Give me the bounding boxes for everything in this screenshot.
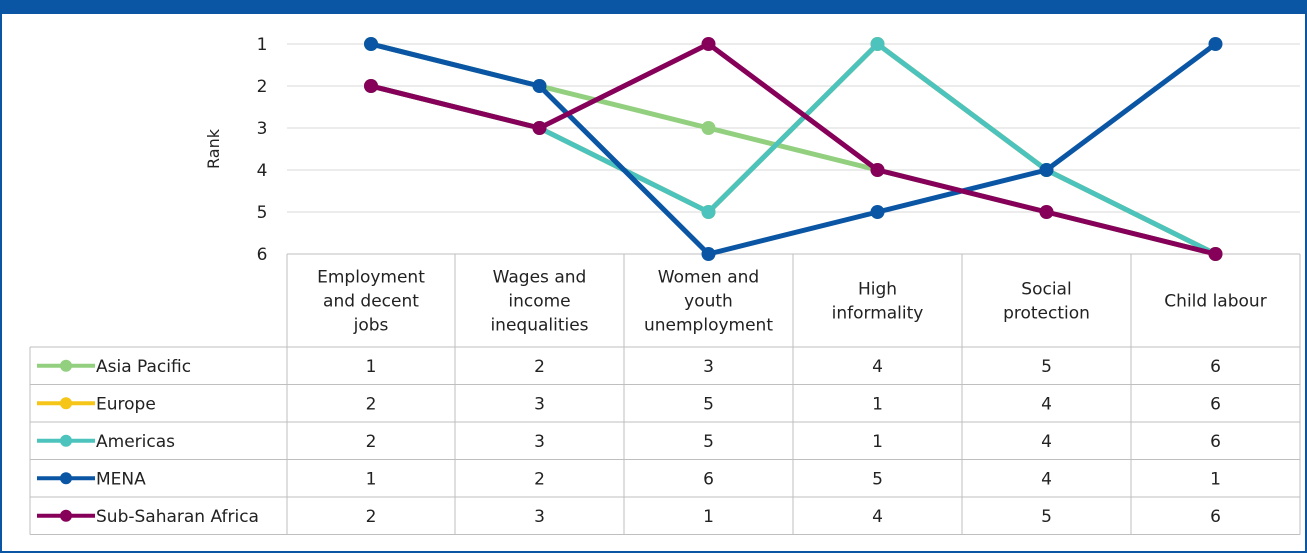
- table-cell: 4: [1041, 432, 1052, 452]
- y-tick-label: 5: [257, 203, 268, 223]
- data-point: [870, 37, 885, 51]
- data-point: [701, 205, 716, 219]
- table-cell: 1: [366, 469, 377, 489]
- data-point: [1208, 37, 1223, 51]
- data-point: [1039, 205, 1054, 219]
- table-cell: 1: [872, 432, 883, 452]
- legend-marker: [60, 434, 72, 447]
- category-label: Employment and decent jobs: [317, 268, 425, 336]
- table-cell: 1: [872, 394, 883, 414]
- table-cell: 2: [366, 394, 377, 414]
- table-cell: 6: [1210, 357, 1221, 377]
- data-point: [701, 121, 716, 135]
- legend-label: Americas: [96, 432, 175, 452]
- table-cell: 1: [703, 507, 714, 527]
- y-tick-label: 2: [257, 77, 268, 97]
- series-line: [368, 41, 1218, 257]
- data-point: [1208, 247, 1223, 261]
- category-label: High informality: [832, 280, 924, 324]
- data-point: [532, 121, 547, 135]
- legend-label: MENA: [96, 469, 146, 489]
- data-point: [364, 79, 378, 93]
- y-tick-label: 4: [257, 161, 268, 181]
- y-tick-label: 1: [257, 35, 268, 55]
- legend-label: Sub-Saharan Africa: [96, 507, 259, 527]
- y-tick-label: 6: [257, 245, 268, 265]
- table-cell: 3: [534, 507, 545, 527]
- table-cell: 5: [703, 432, 714, 452]
- y-axis-ticks: 1 2 3 4 5 6: [257, 35, 268, 265]
- table-cell: 5: [703, 394, 714, 414]
- table-cell: 6: [1210, 507, 1221, 527]
- table-cell: 4: [1041, 394, 1052, 414]
- legend-marker: [60, 472, 72, 485]
- table-cell: 2: [534, 357, 545, 377]
- table-cell: 3: [534, 432, 545, 452]
- legend-label: Europe: [96, 394, 156, 414]
- table-cell: 5: [1041, 357, 1052, 377]
- category-label: Wages and income inequalities: [490, 268, 588, 336]
- y-tick-label: 3: [257, 119, 268, 139]
- category-label: Women and youth unemployment: [644, 268, 773, 336]
- table-cell: 6: [703, 469, 714, 489]
- legend-marker: [60, 359, 72, 372]
- table-cell: 6: [1210, 394, 1221, 414]
- legend-marker: [60, 397, 72, 410]
- series-line: [368, 41, 1218, 257]
- data-point: [364, 37, 378, 51]
- legend-marker: [60, 509, 72, 522]
- data-point: [532, 79, 547, 93]
- data-point: [701, 37, 716, 51]
- table-cell: 2: [366, 507, 377, 527]
- table-cell: 5: [1041, 507, 1052, 527]
- table-cell: 1: [366, 357, 377, 377]
- data-table: Employment and decent jobs Wages and income i…: [29, 253, 1301, 535]
- table-cell: 4: [872, 507, 883, 527]
- category-label: Social protection: [1003, 280, 1090, 324]
- data-point: [870, 163, 885, 177]
- table-cell: 1: [1210, 469, 1221, 489]
- table-cell: 3: [534, 394, 545, 414]
- data-point: [870, 205, 885, 219]
- table-cell: 6: [1210, 432, 1221, 452]
- data-point: [701, 247, 716, 261]
- table-cell: 4: [1041, 469, 1052, 489]
- legend-label: Asia Pacific: [96, 357, 191, 377]
- y-axis-label: Rank: [204, 128, 223, 169]
- table-cell: 4: [872, 357, 883, 377]
- category-label: Child labour: [1164, 292, 1266, 312]
- title-bar: [0, 0, 1307, 14]
- table-cell: 3: [703, 357, 714, 377]
- table-cell: 5: [872, 469, 883, 489]
- table-cell: 2: [534, 469, 545, 489]
- data-point: [1039, 163, 1054, 177]
- table-cell: 2: [366, 432, 377, 452]
- series-lines: [364, 37, 1223, 261]
